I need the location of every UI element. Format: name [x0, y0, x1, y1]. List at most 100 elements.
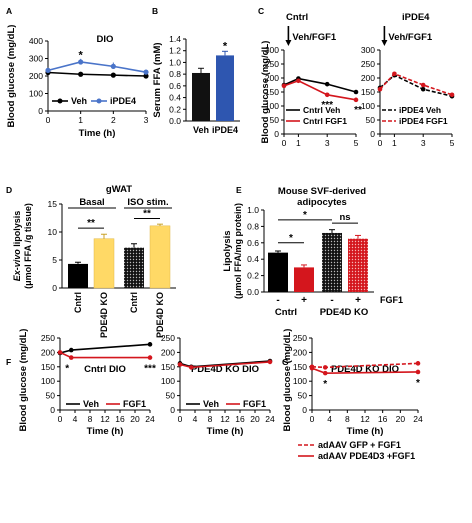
y-tick-label: 0 — [370, 129, 375, 139]
y-tick-label: 0.2 — [169, 104, 181, 114]
panel-label: E — [236, 185, 242, 195]
y-tick-label: 200 — [361, 73, 375, 83]
y-tick-label: 0.4 — [247, 254, 259, 264]
subplot-title: Cntrl DIO — [84, 364, 126, 375]
series-line — [379, 74, 453, 97]
y-axis-label-line1: Ex-vivo lipolysis — [12, 211, 22, 282]
x-tick-label: 0 — [310, 414, 315, 424]
y-tick-label: 0.8 — [247, 221, 259, 231]
group-label-ko: PDE4D KO — [320, 307, 369, 318]
legend-marker-ipde4 — [96, 98, 102, 104]
data-point — [143, 69, 149, 75]
chart-title: PDE4D KO DIO — [331, 364, 399, 375]
treatment-sign: - — [330, 295, 333, 306]
data-point — [296, 78, 301, 84]
y-tick-label: 250 — [293, 333, 307, 343]
series-line — [47, 71, 147, 77]
y-tick-label: 150 — [293, 362, 307, 372]
y-axis-label: Blood glucose (mg/dL) — [282, 329, 293, 432]
significance-marker: ** — [143, 209, 151, 220]
bar-category-label: PDE4D KO — [99, 292, 109, 338]
data-point — [281, 83, 287, 89]
significance-marker: ns — [339, 212, 350, 223]
legend-label: Veh — [83, 399, 99, 409]
x-tick-label: 20 — [250, 414, 260, 424]
panel-label: C — [258, 6, 264, 16]
subplot-title: Cntrl — [286, 12, 308, 23]
bar — [268, 252, 288, 292]
data-point — [45, 67, 51, 73]
y-tick-label: 15 — [48, 199, 58, 209]
chart-title: gWAT — [106, 184, 132, 195]
y-tick-label: 50 — [298, 391, 308, 401]
legend-label: FGF1 — [123, 399, 146, 409]
significance-marker: * — [289, 233, 293, 244]
significance-marker: * — [79, 50, 84, 62]
y-tick-label: 250 — [41, 333, 55, 343]
data-point — [110, 72, 116, 78]
series-line — [47, 61, 147, 73]
x-tick-label: 12 — [360, 414, 370, 424]
group-label-iso: ISO stim. — [127, 197, 168, 208]
x-tick-label: 3 — [421, 138, 426, 148]
legend-label: Cntrl FGF1 — [303, 116, 347, 126]
bar-category-label: Cntrl — [73, 292, 83, 313]
bar — [322, 232, 342, 292]
y-tick-label: 300 — [361, 45, 375, 55]
y-tick-label: 1.4 — [169, 34, 181, 44]
data-point — [143, 73, 149, 79]
legend-label: Cntrl Veh — [303, 105, 340, 115]
data-point — [322, 370, 328, 376]
x-tick-label: 8 — [88, 414, 93, 424]
y-tick-label: 1.0 — [169, 57, 181, 67]
arrow-label: Veh/FGF1 — [292, 32, 337, 43]
data-point — [353, 97, 359, 103]
y-tick-label: 150 — [265, 87, 279, 97]
chart-title: DIO — [97, 34, 114, 45]
x-tick-label: 4 — [193, 414, 198, 424]
y-tick-label: 250 — [265, 59, 279, 69]
y-tick-label: 0.0 — [247, 287, 259, 297]
x-tick-label: 16 — [115, 414, 125, 424]
legend-label: iPDE4 Veh — [399, 105, 441, 115]
y-tick-label: 0.0 — [169, 116, 181, 126]
y-tick-label: 0.8 — [169, 69, 181, 79]
x-tick-label: 20 — [130, 414, 140, 424]
legend-label: iPDE4 FGF1 — [399, 116, 448, 126]
significance-marker: * — [223, 40, 228, 52]
arrow-head — [381, 40, 388, 46]
x-tick-label: 5 — [354, 138, 359, 148]
bar-category-label: Veh — [193, 125, 209, 135]
x-tick-label: 12 — [220, 414, 230, 424]
arrow-label: Veh/FGF1 — [388, 32, 433, 43]
y-tick-label: 50 — [270, 115, 280, 125]
y-tick-label: 10 — [48, 227, 58, 237]
data-point — [147, 342, 153, 347]
x-tick-label: 24 — [413, 414, 423, 424]
y-tick-label: 200 — [41, 347, 55, 357]
legend-label: Veh — [203, 399, 219, 409]
x-tick-label: 8 — [345, 414, 350, 424]
significance-marker: * — [323, 379, 327, 390]
y-tick-label: 250 — [361, 59, 375, 69]
data-point — [68, 347, 74, 353]
bar — [294, 267, 314, 292]
x-tick-label: 12 — [100, 414, 110, 424]
significance-marker: * — [65, 364, 69, 375]
y-tick-label: 0.6 — [247, 238, 259, 248]
data-point — [78, 59, 84, 65]
significance-marker: *** — [321, 100, 333, 111]
panel-label: A — [6, 6, 12, 16]
y-tick-label: 200 — [29, 71, 43, 81]
panel-label: B — [152, 6, 158, 16]
y-tick-label: 5 — [52, 255, 57, 265]
y-tick-label: 50 — [166, 391, 176, 401]
x-tick-label: 2 — [111, 115, 116, 125]
data-point — [420, 82, 426, 88]
y-tick-label: 100 — [265, 101, 279, 111]
y-tick-label: 0 — [170, 405, 175, 415]
x-tick-label: 1 — [392, 138, 397, 148]
data-point — [392, 71, 397, 77]
y-tick-label: 0 — [52, 283, 57, 293]
